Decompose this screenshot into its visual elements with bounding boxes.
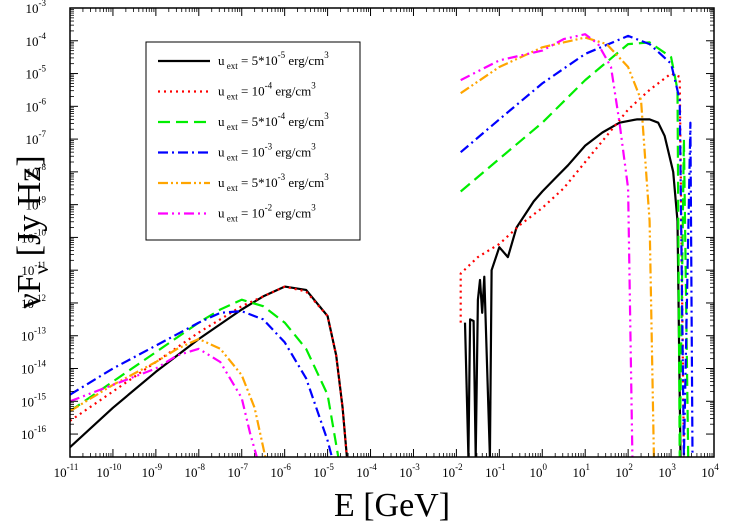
legend: u ext = 5*10-5 erg/cm3 u ext = 10-4 erg/c… bbox=[145, 41, 361, 241]
legend-label: u ext = 10-3 erg/cm3 bbox=[218, 142, 316, 163]
y-tick-label: 10-4 bbox=[26, 31, 47, 49]
x-tick-label: 10-1 bbox=[485, 462, 506, 480]
y-axis: 10-16 10-15 10-14 10-13 10-12 10-11 10-10 10-9 1… bbox=[21, 0, 714, 442]
series-3-high-energy-curve bbox=[459, 41, 690, 457]
x-axis-label: E [GeV] bbox=[334, 487, 450, 524]
y-tick-label: 10-6 bbox=[26, 96, 47, 114]
legend-entry: u ext = 10-4 erg/cm3 bbox=[158, 81, 316, 102]
series-1-low-energy-curve bbox=[70, 285, 348, 457]
legend-entry: u ext = 5*10-5 erg/cm3 bbox=[158, 50, 329, 71]
y-tick-label: 10-15 bbox=[21, 391, 46, 409]
x-tick-label: 102 bbox=[615, 462, 633, 480]
y-tick-label: 10-12 bbox=[21, 293, 46, 311]
x-tick-label: 104 bbox=[701, 462, 719, 480]
legend-entry: u ext = 5*10-4 erg/cm3 bbox=[158, 111, 329, 132]
series-6-high-energy-curve bbox=[460, 33, 634, 457]
x-tick-label: 100 bbox=[530, 462, 548, 480]
series-1-high-energy-curve bbox=[463, 118, 682, 457]
legend-entry: u ext = 5*10-3 erg/cm3 bbox=[158, 172, 329, 193]
y-axis-label-f: F bbox=[11, 274, 48, 293]
x-tick-label: 10-6 bbox=[270, 462, 291, 480]
legend-entry: u ext = 10-2 erg/cm3 bbox=[158, 203, 316, 224]
x-tick-label: 10-5 bbox=[313, 462, 334, 480]
legend-label: u ext = 5*10-4 erg/cm3 bbox=[218, 111, 329, 132]
y-tick-label: 10-13 bbox=[21, 326, 46, 344]
y-tick-label: 10-8 bbox=[26, 162, 47, 180]
series-5 bbox=[70, 36, 655, 457]
x-tick-label: 10-8 bbox=[185, 462, 206, 480]
x-tick-label: 10-7 bbox=[227, 462, 248, 480]
series-2 bbox=[70, 72, 685, 457]
series-3 bbox=[70, 41, 690, 457]
y-axis-label-unit: [Jy Hz] bbox=[11, 155, 48, 265]
series-2-low-energy-curve bbox=[70, 285, 348, 457]
legend-box bbox=[145, 41, 361, 241]
y-axis-label-nu: ν bbox=[11, 293, 48, 308]
x-tick-label: 10-2 bbox=[442, 462, 463, 480]
series-4-high-energy-curve bbox=[459, 34, 694, 457]
series-4-low-energy-curve bbox=[70, 310, 333, 457]
y-axis-title: νFν [Jy Hz] bbox=[11, 155, 53, 308]
x-tick-label: 10-3 bbox=[399, 462, 420, 480]
x-tick-label: 10-10 bbox=[96, 462, 121, 480]
y-tick-label: 10-5 bbox=[26, 64, 47, 82]
y-tick-label: 10-14 bbox=[21, 359, 46, 377]
y-axis-label: νFν [Jy Hz] bbox=[11, 155, 53, 308]
y-axis-label-sub: ν bbox=[29, 265, 53, 275]
series-2-high-energy-curve bbox=[459, 72, 685, 457]
series-3-low-energy-curve bbox=[70, 298, 340, 457]
x-axis: 10-11 10-10 10-9 10-8 10-7 10-6 10-5 10-4 10-3 10… bbox=[54, 8, 719, 480]
legend-label: u ext = 5*10-5 erg/cm3 bbox=[218, 50, 329, 71]
legend-entry: u ext = 10-3 erg/cm3 bbox=[158, 142, 316, 163]
y-tick-label: 10-3 bbox=[26, 0, 47, 16]
series-5-low-energy-curve bbox=[70, 337, 267, 457]
x-tick-label: 10-4 bbox=[356, 462, 377, 480]
series-5-high-energy-curve bbox=[460, 36, 655, 457]
y-tick-label: 10-7 bbox=[26, 129, 47, 147]
y-tick-label: 10-10 bbox=[21, 227, 46, 245]
y-tick-label: 10-9 bbox=[26, 195, 47, 213]
series-6 bbox=[70, 33, 634, 457]
x-tick-label: 101 bbox=[572, 462, 590, 480]
x-tick-label: 103 bbox=[658, 462, 676, 480]
series-6-low-energy-curve bbox=[70, 347, 258, 457]
x-tick-label: 10-9 bbox=[142, 462, 163, 480]
legend-label: u ext = 10-2 erg/cm3 bbox=[218, 203, 316, 224]
plot-frame bbox=[69, 7, 715, 458]
y-tick-label: 10-16 bbox=[21, 424, 46, 442]
y-tick-label: 10-11 bbox=[21, 260, 46, 278]
legend-label: u ext = 10-4 erg/cm3 bbox=[218, 81, 316, 102]
x-axis-title: E [GeV] bbox=[334, 487, 450, 524]
series-4 bbox=[70, 34, 694, 457]
x-tick-label: 10-11 bbox=[54, 462, 79, 480]
legend-label: u ext = 5*10-3 erg/cm3 bbox=[218, 172, 329, 193]
